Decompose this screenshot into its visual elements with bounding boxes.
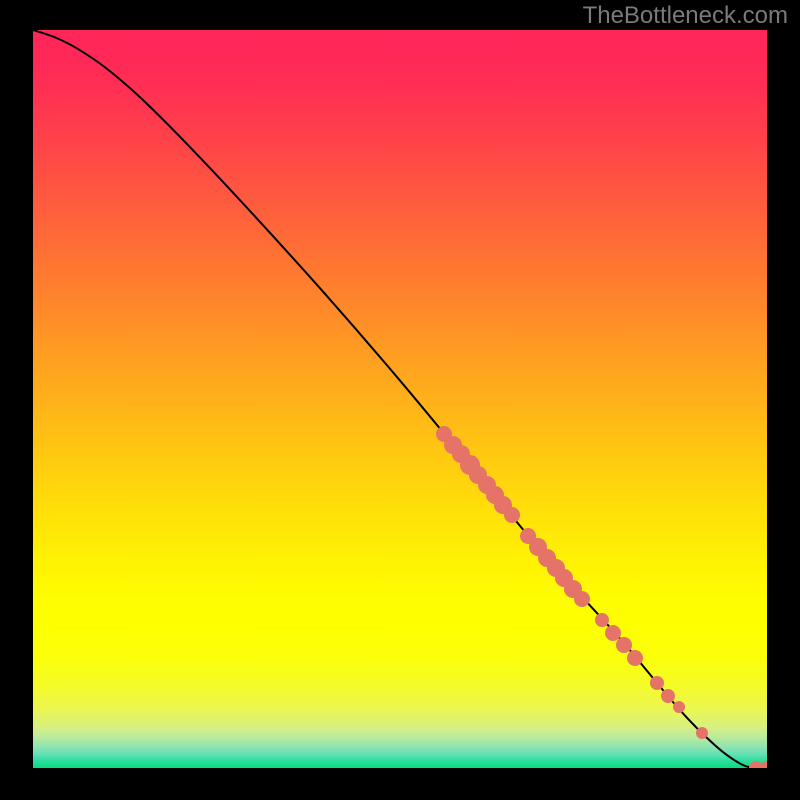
data-marker	[595, 613, 609, 627]
data-marker	[661, 689, 675, 703]
data-marker	[504, 507, 520, 523]
markers-layer	[33, 30, 767, 768]
data-marker	[760, 761, 767, 768]
attribution-text: TheBottleneck.com	[583, 2, 788, 30]
chart-root: TheBottleneck.com	[0, 0, 800, 800]
data-marker	[574, 591, 590, 607]
data-marker	[696, 727, 708, 739]
data-marker	[650, 676, 664, 690]
data-marker	[627, 650, 643, 666]
plot-area	[33, 30, 767, 768]
data-marker	[673, 701, 685, 713]
